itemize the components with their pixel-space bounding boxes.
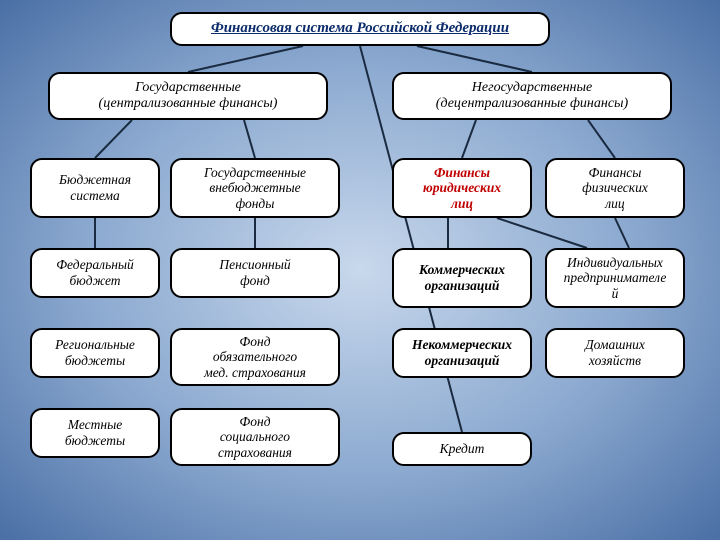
- node-c3r0: Финансы юридических лиц: [392, 158, 532, 218]
- node-credit: Кредит: [392, 432, 532, 466]
- root-title: Финансовая система Российской Федерации: [170, 12, 550, 46]
- node-c3r2: Некоммерческих организаций: [392, 328, 532, 378]
- node-gov: Государственные (централизованные финанс…: [48, 72, 328, 120]
- nongov-line2: (децентрализованные финансы): [436, 96, 628, 112]
- node-c1r3: Местные бюджеты: [30, 408, 160, 458]
- node-c1r0: Бюджетная система: [30, 158, 160, 218]
- node-c2r1: Пенсионный фонд: [170, 248, 340, 298]
- node-c2r3: Фонд социального страхования: [170, 408, 340, 466]
- gov-line2: (централизованные финансы): [99, 96, 278, 112]
- gov-line1: Государственные: [99, 80, 278, 96]
- node-c2r0: Государственные внебюджетные фонды: [170, 158, 340, 218]
- node-c4r2: Домашних хозяйств: [545, 328, 685, 378]
- nongov-line1: Негосударственные: [436, 80, 628, 96]
- node-c4r0: Финансы физических лиц: [545, 158, 685, 218]
- node-nongov: Негосударственные (децентрализованные фи…: [392, 72, 672, 120]
- node-c1r2: Региональные бюджеты: [30, 328, 160, 378]
- node-c2r2: Фонд обязательного мед. страхования: [170, 328, 340, 386]
- node-c4r1: Индивидуальных предпринимателе й: [545, 248, 685, 308]
- node-c3r1: Коммерческих организаций: [392, 248, 532, 308]
- node-c1r1: Федеральный бюджет: [30, 248, 160, 298]
